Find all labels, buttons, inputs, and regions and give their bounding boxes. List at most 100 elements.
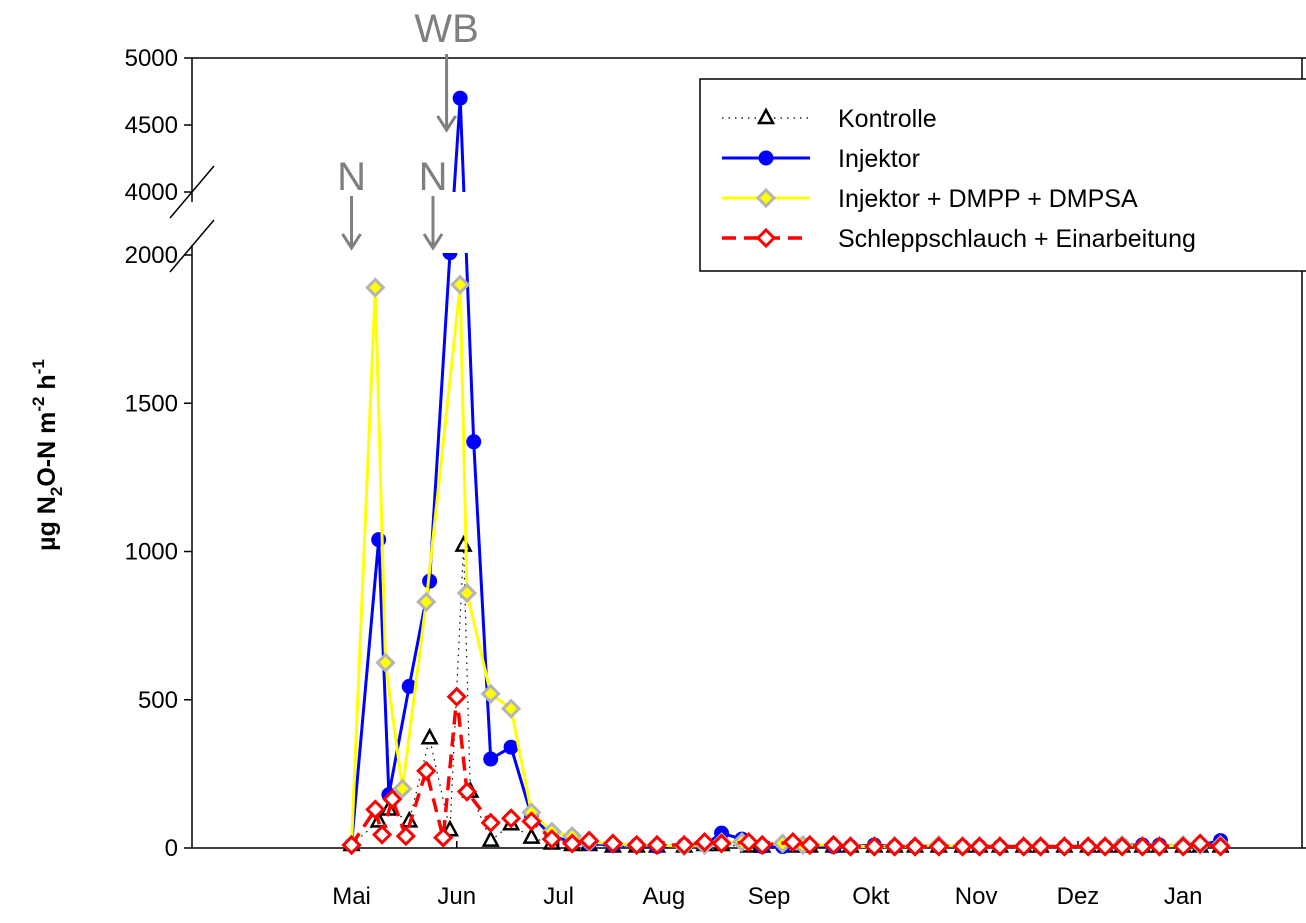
annotation-arrow-head <box>436 115 457 133</box>
data-point <box>758 150 774 166</box>
legend: Kontrolle Injektor Injektor + DMPP + DMPSA… <box>699 78 1306 272</box>
data-point <box>420 727 439 745</box>
x-tick-label-jun: Jun <box>437 883 476 910</box>
data-point <box>756 107 776 125</box>
x-tick-label-nov: Nov <box>955 883 998 910</box>
data-point <box>483 751 499 767</box>
data-point <box>500 808 522 829</box>
legend-entry: Schleppschlauch + Einarbeitung <box>722 225 1196 253</box>
data-point <box>480 812 501 833</box>
x-tick-label-sep: Sep <box>748 883 791 910</box>
data-point <box>446 686 467 707</box>
data-point <box>1149 836 1170 857</box>
data-point <box>1078 836 1099 857</box>
data-point <box>1013 836 1034 857</box>
data-point <box>365 799 386 820</box>
data-point <box>904 836 926 857</box>
data-point <box>823 834 844 856</box>
data-point <box>541 828 562 850</box>
data-point <box>694 831 715 853</box>
annotation-label: N <box>337 155 366 199</box>
data-point <box>375 652 396 673</box>
data-point <box>864 836 885 857</box>
axes: 0 500 1000 1500 2000 4000 4500 5000 µg N2O-N m-2… <box>29 45 1306 910</box>
data-point <box>1173 836 1194 857</box>
data-point <box>646 834 668 856</box>
data-point <box>602 833 624 854</box>
y-tick-label: 0 <box>165 835 178 862</box>
y-axis-label-part: -1 <box>29 359 48 374</box>
data-point <box>521 811 542 832</box>
data-point <box>500 698 522 719</box>
data-point <box>626 834 647 856</box>
data-point <box>562 833 583 854</box>
data-point <box>454 534 473 552</box>
legend-label: Injektor <box>838 145 920 173</box>
data-point <box>928 836 949 857</box>
series-injektor-dmpp-dmpsa <box>341 274 1231 857</box>
x-tick-label-mai: Mai <box>332 883 371 910</box>
data-point <box>452 90 468 106</box>
y-tick-label: 4500 <box>125 112 178 139</box>
annotation-label: N <box>419 155 448 199</box>
y-axis-label-part: -2 <box>29 397 48 412</box>
data-point <box>884 836 905 857</box>
data-point <box>1111 836 1133 857</box>
x-tick-label-okt: Okt <box>852 883 890 910</box>
data-point <box>395 826 416 847</box>
data-point <box>433 827 454 848</box>
y-tick-label: 4000 <box>125 179 178 206</box>
data-point <box>480 683 501 704</box>
data-point <box>969 836 990 857</box>
x-tick-label-jul: Jul <box>543 883 574 910</box>
legend-entry: Injektor + DMPP + DMPSA <box>722 185 1138 213</box>
annotation-arrow-head <box>341 233 362 251</box>
legend-label: Injektor + DMPP + DMPSA <box>838 185 1138 213</box>
y-axis-label-part: 2 <box>47 487 66 496</box>
data-point <box>442 245 458 261</box>
annotation-n-0: N <box>337 155 366 251</box>
data-point <box>456 582 478 604</box>
x-tick-label-aug: Aug <box>642 883 685 910</box>
data-point <box>466 434 482 450</box>
data-point <box>416 591 437 613</box>
data-point <box>392 778 413 799</box>
data-point <box>1054 836 1075 857</box>
data-point <box>952 836 973 857</box>
data-point <box>1210 836 1231 857</box>
data-point <box>840 836 861 857</box>
data-point <box>341 834 362 856</box>
data-point <box>365 277 386 298</box>
y-axis-label-part: µg N <box>33 496 61 551</box>
data-point <box>579 830 600 851</box>
annotation-n-1: N <box>419 155 448 251</box>
legend-entry: Injektor <box>722 145 920 173</box>
y-axis-label-part: O-N m <box>33 412 61 487</box>
legend-entry: Kontrolle <box>722 105 937 133</box>
y-tick-label: 500 <box>138 687 178 714</box>
clipped-series <box>341 90 1231 857</box>
data-point <box>755 227 777 249</box>
data-point <box>450 274 471 295</box>
y-tick-label: 1500 <box>125 390 178 417</box>
annotation-arrow-head <box>422 233 444 251</box>
annotation-wb-2: WB <box>414 7 479 133</box>
data-point <box>674 834 695 856</box>
series-line <box>350 283 1221 848</box>
data-point <box>782 831 803 853</box>
data-point <box>481 829 500 847</box>
data-point <box>738 831 759 853</box>
y-tick-label: 5000 <box>125 45 178 72</box>
x-tick-label-dez: Dez <box>1057 883 1100 910</box>
data-point <box>371 824 393 845</box>
data-point <box>755 187 777 209</box>
data-point <box>456 781 478 802</box>
annotation-label: WB <box>414 7 478 51</box>
y-tick-label: 2000 <box>125 242 178 269</box>
data-point <box>1132 836 1153 857</box>
y-axis-label-part: h <box>33 374 61 396</box>
data-point <box>1094 836 1116 857</box>
data-point <box>1190 833 1211 854</box>
